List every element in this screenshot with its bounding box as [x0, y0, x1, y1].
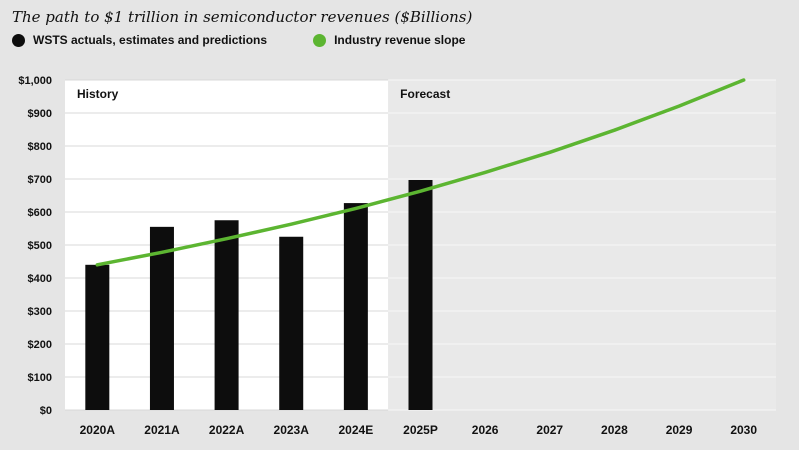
chart-title: The path to $1 trillion in semiconductor… [12, 8, 473, 26]
x-tick-label: 2028 [601, 423, 628, 437]
legend-item-line: Industry revenue slope [313, 33, 465, 47]
x-tick-label: 2021A [144, 423, 180, 437]
bar-2021A [149, 226, 174, 410]
green-dot-icon [313, 33, 327, 47]
y-tick-label: $500 [28, 240, 52, 252]
x-tick-label: 2030 [730, 423, 757, 437]
bar-2025P [408, 179, 433, 410]
y-tick-label: $700 [28, 174, 52, 186]
legend-label: WSTS actuals, estimates and predictions [33, 33, 268, 47]
x-tick-label: 2023A [274, 423, 310, 437]
x-tick-label: 2024E [339, 423, 374, 437]
y-tick-label: $0 [40, 405, 52, 417]
revenue-slope-line [95, 78, 746, 267]
legend-label: Industry revenue slope [334, 33, 466, 47]
black-dot-icon [12, 33, 25, 47]
x-tick-label: 2020A [80, 423, 116, 437]
x-tick-label: 2029 [666, 423, 693, 437]
x-tick-label: 2025P [403, 423, 438, 437]
x-tick-label: 2026 [472, 423, 499, 437]
chart-svg: $0 $100 $200 $300 $400 $500 $600 $700 $800 $900 $1… [18, 75, 776, 437]
bar-2020A [85, 264, 110, 410]
y-tick-label: $800 [28, 141, 52, 153]
y-tick-label: $600 [28, 207, 52, 219]
bar-2023A [279, 236, 304, 410]
history-label: History [77, 87, 119, 101]
y-tick-label: $100 [28, 372, 52, 384]
y-tick-label: $400 [28, 273, 52, 285]
bar-2024E [343, 203, 368, 410]
legend-item-bars: WSTS actuals, estimates and predictions [12, 33, 267, 47]
bar-2022A [214, 220, 239, 410]
x-tick-label: 2022A [209, 423, 245, 437]
chart-legend: WSTS actuals, estimates and predictions … [12, 33, 465, 47]
y-tick-label: $900 [28, 108, 52, 120]
y-tick-label: $1,000 [18, 75, 52, 87]
forecast-label: Forecast [400, 87, 450, 101]
x-tick-label: 2027 [536, 423, 563, 437]
y-tick-label: $300 [28, 306, 52, 318]
y-tick-label: $200 [28, 339, 52, 351]
